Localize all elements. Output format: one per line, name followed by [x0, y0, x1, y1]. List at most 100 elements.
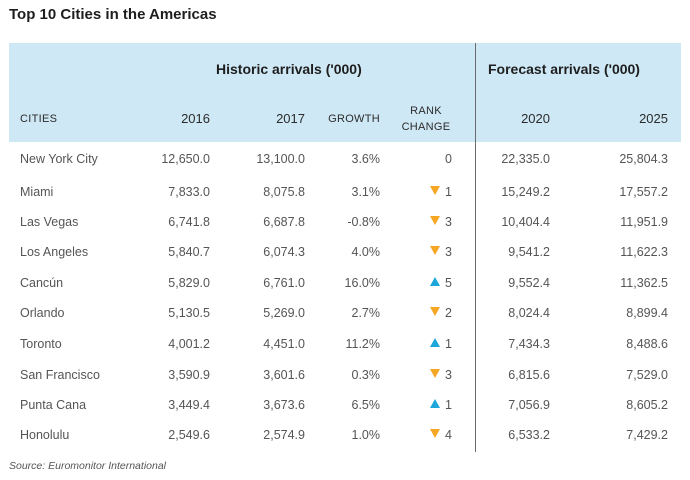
- cell-2020: 9,552.4: [508, 276, 550, 290]
- cell-2020: 22,335.0: [501, 152, 550, 166]
- cell-2016: 12,650.0: [161, 152, 210, 166]
- cell-growth: 11.2%: [345, 337, 380, 351]
- historic-group-header: Historic arrivals ('000): [216, 61, 362, 77]
- cell-rank-change: 5: [400, 276, 452, 290]
- cell-2017: 2,574.9: [263, 428, 305, 442]
- cell-city: Las Vegas: [20, 215, 79, 229]
- rank-down-icon: [430, 246, 441, 255]
- rank-value: 3: [445, 368, 452, 382]
- cell-rank-change: 3: [400, 215, 452, 229]
- cell-2016: 2,549.6: [168, 428, 210, 442]
- cell-growth: 1.0%: [351, 428, 381, 442]
- cell-2016: 5,130.5: [168, 306, 210, 320]
- cell-2016: 5,840.7: [168, 245, 210, 259]
- cell-rank-change: 0: [400, 152, 452, 166]
- table-row: Punta Cana 3,449.4 3,673.6 6.5% 1 7,056.9 8,60…: [0, 398, 690, 428]
- cell-2025: 11,951.9: [620, 215, 668, 229]
- col-header-growth: GROWTH: [328, 113, 380, 125]
- cell-growth: 16.0%: [344, 276, 380, 290]
- cell-2017: 8,075.8: [263, 185, 305, 199]
- table-row: Honolulu 2,549.6 2,574.9 1.0% 4 6,533.2 7,429.…: [0, 428, 690, 458]
- cell-growth: 4.0%: [351, 245, 381, 259]
- cell-2017: 6,074.3: [263, 245, 305, 259]
- cell-rank-change: 2: [400, 306, 452, 320]
- cell-2020: 7,056.9: [508, 398, 550, 412]
- rank-down-icon: [430, 429, 441, 438]
- cell-2017: 5,269.0: [263, 306, 305, 320]
- col-header-2016: 2016: [181, 111, 210, 126]
- cell-2025: 17,557.2: [619, 185, 668, 199]
- rank-value: 4: [445, 428, 452, 442]
- cell-2017: 4,451.0: [263, 337, 305, 351]
- rank-value: 5: [445, 276, 452, 290]
- rank-value: 2: [445, 306, 452, 320]
- cell-rank-change: 1: [400, 337, 452, 351]
- cell-2025: 25,804.3: [619, 152, 668, 166]
- rank-value: 1: [445, 185, 452, 199]
- cell-2020: 10,404.4: [501, 215, 550, 229]
- col-header-2017: 2017: [276, 111, 305, 126]
- rank-value: 1: [445, 337, 452, 351]
- table-row: San Francisco 3,590.9 3,601.6 0.3% 3 6,815.6 7…: [0, 368, 690, 398]
- cell-2025: 11,362.5: [620, 276, 668, 290]
- rank-down-icon: [430, 216, 441, 225]
- table-row: Toronto 4,001.2 4,451.0 11.2% 1 7,434.3 8,488.…: [0, 337, 690, 367]
- table-row: Miami 7,833.0 8,075.8 3.1% 1 15,249.2 17,557.2: [0, 185, 690, 215]
- cell-2017: 6,761.0: [263, 276, 305, 290]
- cell-2017: 3,601.6: [263, 368, 305, 382]
- cell-2025: 8,605.2: [626, 398, 668, 412]
- cell-city: Miami: [20, 185, 54, 199]
- rank-down-icon: [430, 369, 441, 378]
- table-row: Orlando 5,130.5 5,269.0 2.7% 2 8,024.4 8,899.4: [0, 306, 690, 336]
- cell-city: Los Angeles: [20, 245, 89, 259]
- cell-rank-change: 1: [400, 398, 452, 412]
- source-note: Source: Euromonitor International: [9, 460, 167, 472]
- cell-city: New York City: [20, 152, 98, 166]
- col-header-change: CHANGE: [401, 121, 451, 133]
- cell-2020: 15,249.2: [501, 185, 550, 199]
- cell-2017: 13,100.0: [256, 152, 305, 166]
- cell-2020: 7,434.3: [508, 337, 550, 351]
- cell-2016: 4,001.2: [168, 337, 210, 351]
- cell-growth: 3.1%: [351, 185, 381, 199]
- cell-2016: 7,833.0: [168, 185, 210, 199]
- rank-value: 1: [445, 398, 452, 412]
- rank-value: 3: [445, 215, 452, 229]
- cell-2020: 6,533.2: [508, 428, 550, 442]
- cell-rank-change: 4: [400, 428, 452, 442]
- table-row: New York City 12,650.0 13,100.0 3.6% 0 22,335…: [0, 152, 690, 182]
- cell-2016: 3,449.4: [168, 398, 210, 412]
- col-header-rank: RANK: [410, 105, 442, 117]
- cell-growth: 6.5%: [351, 398, 381, 412]
- cell-city: Punta Cana: [20, 398, 87, 412]
- cell-2020: 6,815.6: [508, 368, 550, 382]
- table-row: Cancún 5,829.0 6,761.0 16.0% 5 9,552.4 11,362.…: [0, 276, 690, 306]
- cell-growth: 3.6%: [351, 152, 381, 166]
- cell-2016: 5,829.0: [168, 276, 210, 290]
- cell-growth: -0.8%: [347, 215, 380, 229]
- cell-2017: 3,673.6: [263, 398, 305, 412]
- forecast-group-header: Forecast arrivals ('000): [488, 61, 640, 77]
- rank-up-icon: [430, 277, 441, 286]
- cell-2025: 8,488.6: [626, 337, 668, 351]
- cell-2016: 6,741.8: [168, 215, 210, 229]
- rank-down-icon: [430, 186, 441, 195]
- cell-2016: 3,590.9: [168, 368, 210, 382]
- table-header-band: [9, 43, 681, 142]
- rank-value: 3: [445, 245, 452, 259]
- rank-up-icon: [430, 338, 441, 347]
- rank-down-icon: [430, 307, 441, 316]
- rank-value: 0: [445, 152, 452, 166]
- cell-city: Cancún: [20, 276, 64, 290]
- col-header-cities: CITIES: [20, 113, 58, 125]
- table-title: Top 10 Cities in the Americas: [9, 6, 217, 23]
- cell-2025: 11,622.3: [620, 245, 668, 259]
- cell-growth: 0.3%: [351, 368, 381, 382]
- col-header-2020: 2020: [521, 111, 550, 126]
- cell-2025: 7,429.2: [626, 428, 668, 442]
- cell-growth: 2.7%: [351, 306, 381, 320]
- cell-2025: 8,899.4: [626, 306, 668, 320]
- cell-city: Orlando: [20, 306, 65, 320]
- cell-2020: 9,541.2: [508, 245, 550, 259]
- cell-city: San Francisco: [20, 368, 100, 382]
